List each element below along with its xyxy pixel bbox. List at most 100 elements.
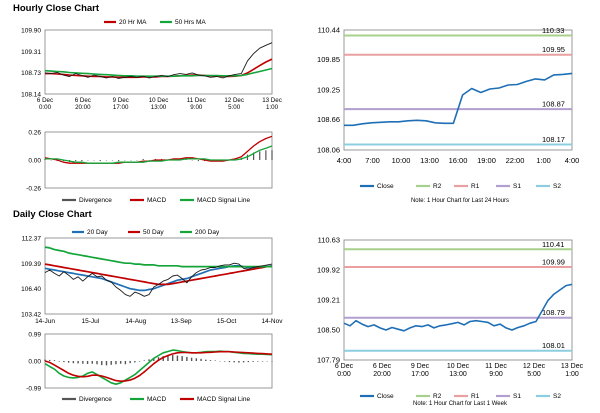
daily-divergence-bar [186,356,188,361]
daily-divergence-bar [96,361,98,365]
hourly-levels-level-label-r1: 109.95 [542,45,565,54]
hourly-price-xtick-2: 9 Dec 17:00 [113,97,129,111]
daily-divergence-bar [181,356,183,361]
daily-levels-ytick-1: 109.92 [317,266,340,275]
daily-macd-legend-signal-label: MACD Signal Line [197,396,250,403]
hourly-macd-line-1 [45,145,273,164]
daily-levels-xtick-6: 13 Dec 1:00 [561,363,584,378]
daily-price-ytick-2: 106.40 [21,286,41,293]
daily-divergence-bar [233,361,235,363]
daily-divergence-bar [115,361,117,365]
daily-divergence-bar [167,355,169,361]
daily-price-xtick-3: 13-Sep [171,318,192,325]
daily-macd-line-0 [44,349,273,386]
daily-divergence-bar [63,361,65,363]
daily-macd-ytick-1: 0.00 [28,359,41,366]
daily-price-ytick-1: 109.39 [21,261,41,268]
daily-divergence-bar [67,361,70,363]
daily-divergence-bar [228,361,231,363]
daily-divergence-bar [224,361,226,362]
hourly-legend-50hr-label: 50 Hrs MA [175,19,206,26]
daily-divergence-bar [148,359,150,361]
daily-price-xtick-1: 15-Jul [82,318,100,325]
daily-levels-frame [343,239,573,361]
daily-levels-legend-close-label: Close [377,393,394,400]
daily-price-ytick-0: 112.37 [22,236,42,243]
hourly-price-xtick-3: 10 Dec 13:00 [149,97,169,111]
hourly-divergence-bar [252,152,255,160]
hourly-divergence-bar [99,160,101,162]
daily-divergence-bar [134,361,136,363]
hourly-levels-xtick-2: 10:00 [392,156,411,165]
daily-levels-xtick-0: 6 Dec 0:00 [335,363,354,378]
daily-levels-level-label-s2: 108.01 [542,341,565,350]
daily-levels-legend-s2-label: S2 [553,393,561,400]
daily-divergence-bar [247,361,250,363]
daily-levels-legend-r1-label: R1 [471,393,480,400]
hourly-divergence-bar [81,160,83,162]
hourly-price-line [44,42,273,79]
hourly-legend-20hr-label: 20 Hr MA [119,19,147,26]
daily-price-line [44,262,273,297]
daily-levels-xtick-3: 10 Dec 13:00 [447,363,470,378]
hourly-macd-line-0 [44,135,273,164]
daily-divergence-bar [138,361,141,362]
daily-levels-close-line [343,283,573,332]
hourly-note: Note: 1 Hour Chart for Last 24 Hours [410,198,510,204]
daily-divergence-bar [105,361,108,366]
hourly-levels-xtick-1: 7:00 [365,156,380,165]
daily-price-xtick-4: 15-Oct [217,318,237,325]
hourly-macd-legend-macd-label: MACD [147,197,166,204]
daily-divergence-bar [171,355,174,361]
daily-levels-legend-r2-label: R2 [433,393,442,400]
daily-price-xtick-2: 14-Aug [125,318,146,325]
daily-levels-level-label-s1: 108.79 [542,308,565,317]
daily-legend-20day-label: 20 Day [87,229,108,236]
hourly-divergence-bar [118,160,120,162]
daily-divergence-bar [157,357,160,361]
hourly-levels-ytick-2: 109.25 [317,86,340,95]
daily-levels-ytick-3: 108.50 [317,326,340,335]
hourly-levels-xtick-3: 13:00 [420,156,439,165]
daily-divergence-bar [49,359,51,361]
hourly-levels-legend-close-label: Close [377,183,394,190]
hourly-price-xtick-6: 13 Dec 1:00 [262,97,282,111]
daily-divergence-bar [162,356,164,361]
daily-levels-xtick-4: 11 Dec 9:00 [485,363,507,378]
daily-divergence-bar [261,361,264,362]
daily-legend-50day-label: 50 Day [143,229,164,236]
hourly-levels-legend-r1-label: R1 [471,183,480,190]
hourly-levels-level-label-r2: 110.33 [542,26,564,35]
hourly-levels-legend-s2-label: S2 [553,183,561,190]
daily-levels-level-label-r1: 109.99 [542,258,565,267]
hourly-levels-ytick-4: 108.06 [317,146,340,155]
daily-levels-ytick-0: 110.63 [318,236,340,245]
daily-divergence-bar [238,361,240,363]
daily-divergence-bar [44,359,46,361]
hourly-levels-ytick-1: 109.85 [317,55,340,64]
hourly-levels-xtick-7: 1:00 [536,156,551,165]
daily-price-ytick-3: 103.42 [21,312,41,319]
hourly-levels-close-line [344,72,573,127]
hourly-macd-legend-div-label: Divergence [79,197,112,204]
hourly-divergence-bar [197,160,199,162]
daily-levels-legend-s1-label: S1 [513,393,521,400]
daily-divergence-bar [257,361,259,362]
daily-levels-level-label-r2: 110.41 [542,240,564,249]
hourly-price-chart: 109.90 109.31 108.73 108.146 Dec 0:00 6 Dec 20… [21,19,282,111]
daily-divergence-bar [200,358,202,361]
daily-divergence-bar [143,360,146,361]
hourly-levels-ytick-0: 110.44 [318,26,340,35]
hourly-price-xtick-0: 6 Dec 0:00 [37,97,53,111]
daily-macd-chart: 0.99 0.00 -0.99 Divergence MACD MACD Signal L… [26,332,273,403]
daily-divergence-bar [214,360,216,361]
hourly-price-ytick-2: 108.73 [21,70,41,77]
hourly-levels-xtick-6: 22:00 [506,156,525,165]
daily-macd-legend-div-label: Divergence [79,396,112,403]
daily-levels-ytick-2: 109.21 [317,296,340,305]
hourly-price-ytick-3: 108.14 [21,92,41,99]
daily-levels-ytick-4: 107.79 [317,356,340,365]
daily-divergence-bar [205,359,207,361]
hourly-macd-ytick-0: 0.26 [28,130,41,137]
